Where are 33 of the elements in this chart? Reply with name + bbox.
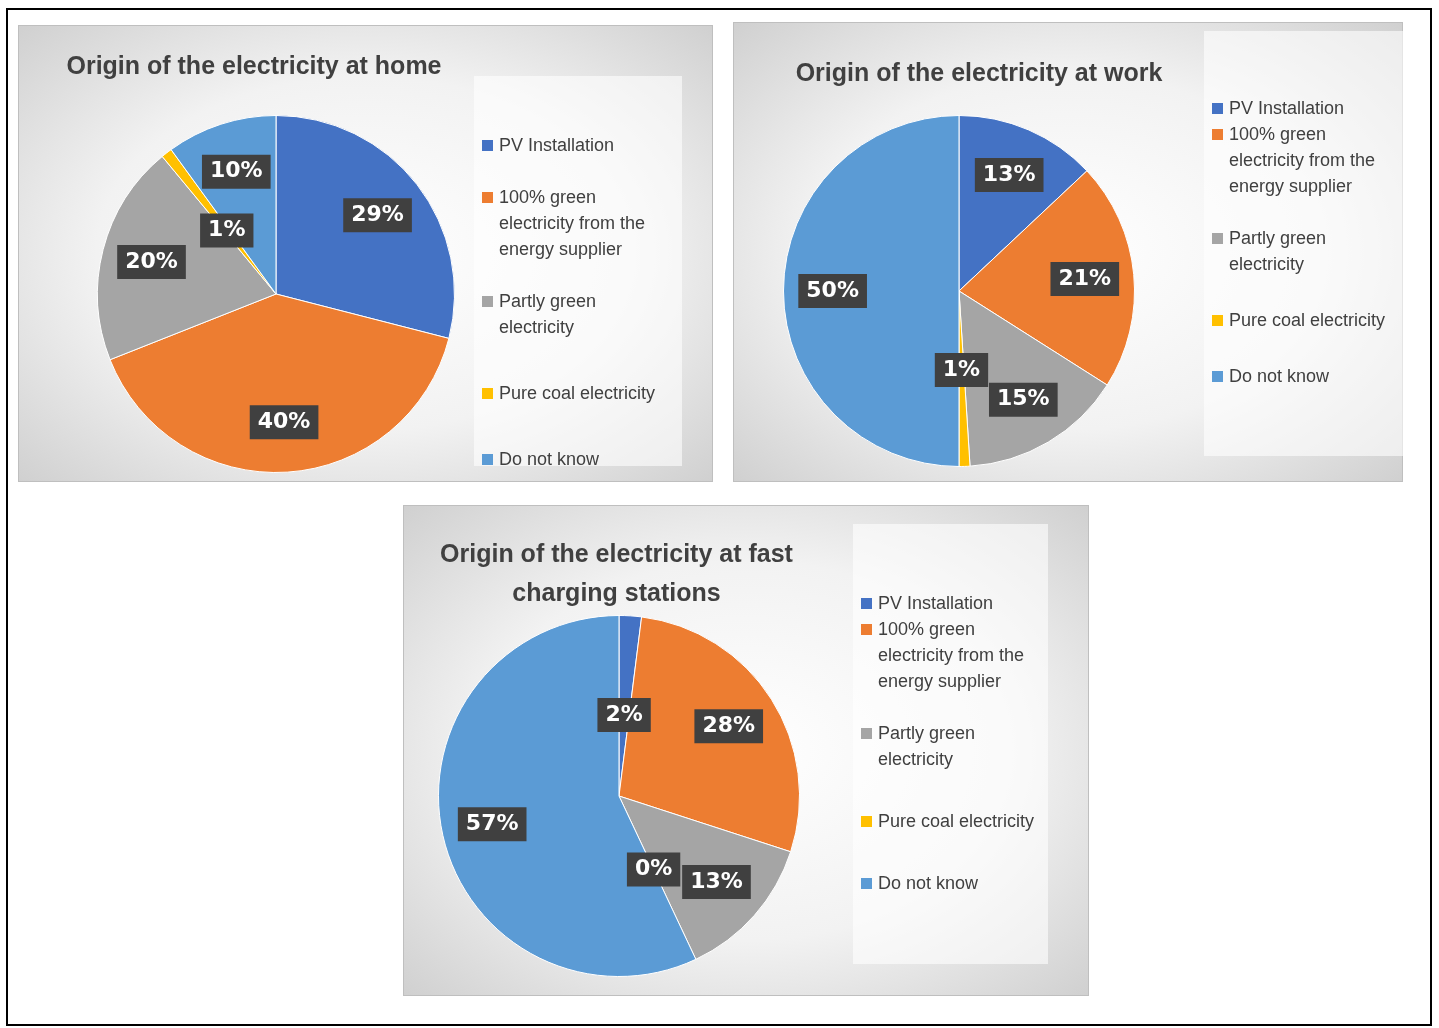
legend-label: PV Installation xyxy=(1229,97,1345,120)
data-label: 40% xyxy=(257,407,311,433)
legend-label: Do not know xyxy=(878,872,979,895)
legend-label: 100% green electricity from the energy supplier xyxy=(499,186,647,261)
chart-title: Origin of the electricity at home xyxy=(65,50,443,81)
data-label: 20% xyxy=(125,247,178,273)
data-label: 57% xyxy=(465,810,519,836)
data-label: 1% xyxy=(208,216,246,242)
data-label: 15% xyxy=(996,385,1050,411)
legend-label: PV Installation xyxy=(499,134,615,157)
data-label: 10% xyxy=(209,157,263,183)
legend-label: Partly green electricity xyxy=(499,290,598,339)
legend-label: 100% green electricity from the energy supplier xyxy=(1229,123,1377,198)
legend-label: Partly green electricity xyxy=(1229,227,1328,276)
chart-title: Origin of the electricity at work xyxy=(794,57,1164,88)
data-label: 21% xyxy=(1058,264,1112,290)
legend-label: Pure coal electricity xyxy=(1229,309,1386,332)
text: Origin of the electricity at fast charging stations xyxy=(439,538,794,608)
data-label: 29% xyxy=(351,200,404,226)
legend-label: 100% green electricity from the energy supplier xyxy=(878,618,1026,693)
legend-label: Pure coal electricity xyxy=(878,810,1035,833)
data-label: 13% xyxy=(982,160,1036,186)
legend-label: Do not know xyxy=(499,448,600,471)
data-label: 1% xyxy=(942,355,981,381)
text: 0% xyxy=(634,855,673,881)
legend-label: Pure coal electricity xyxy=(499,382,656,405)
data-label: 2% xyxy=(605,700,643,726)
data-label: 13% xyxy=(690,867,743,893)
legend-label: PV Installation xyxy=(878,592,994,615)
legend-label: Partly green electricity xyxy=(878,722,977,771)
legend-label: Do not know xyxy=(1229,365,1330,388)
data-label: 50% xyxy=(806,276,859,302)
data-label: 28% xyxy=(702,712,756,738)
